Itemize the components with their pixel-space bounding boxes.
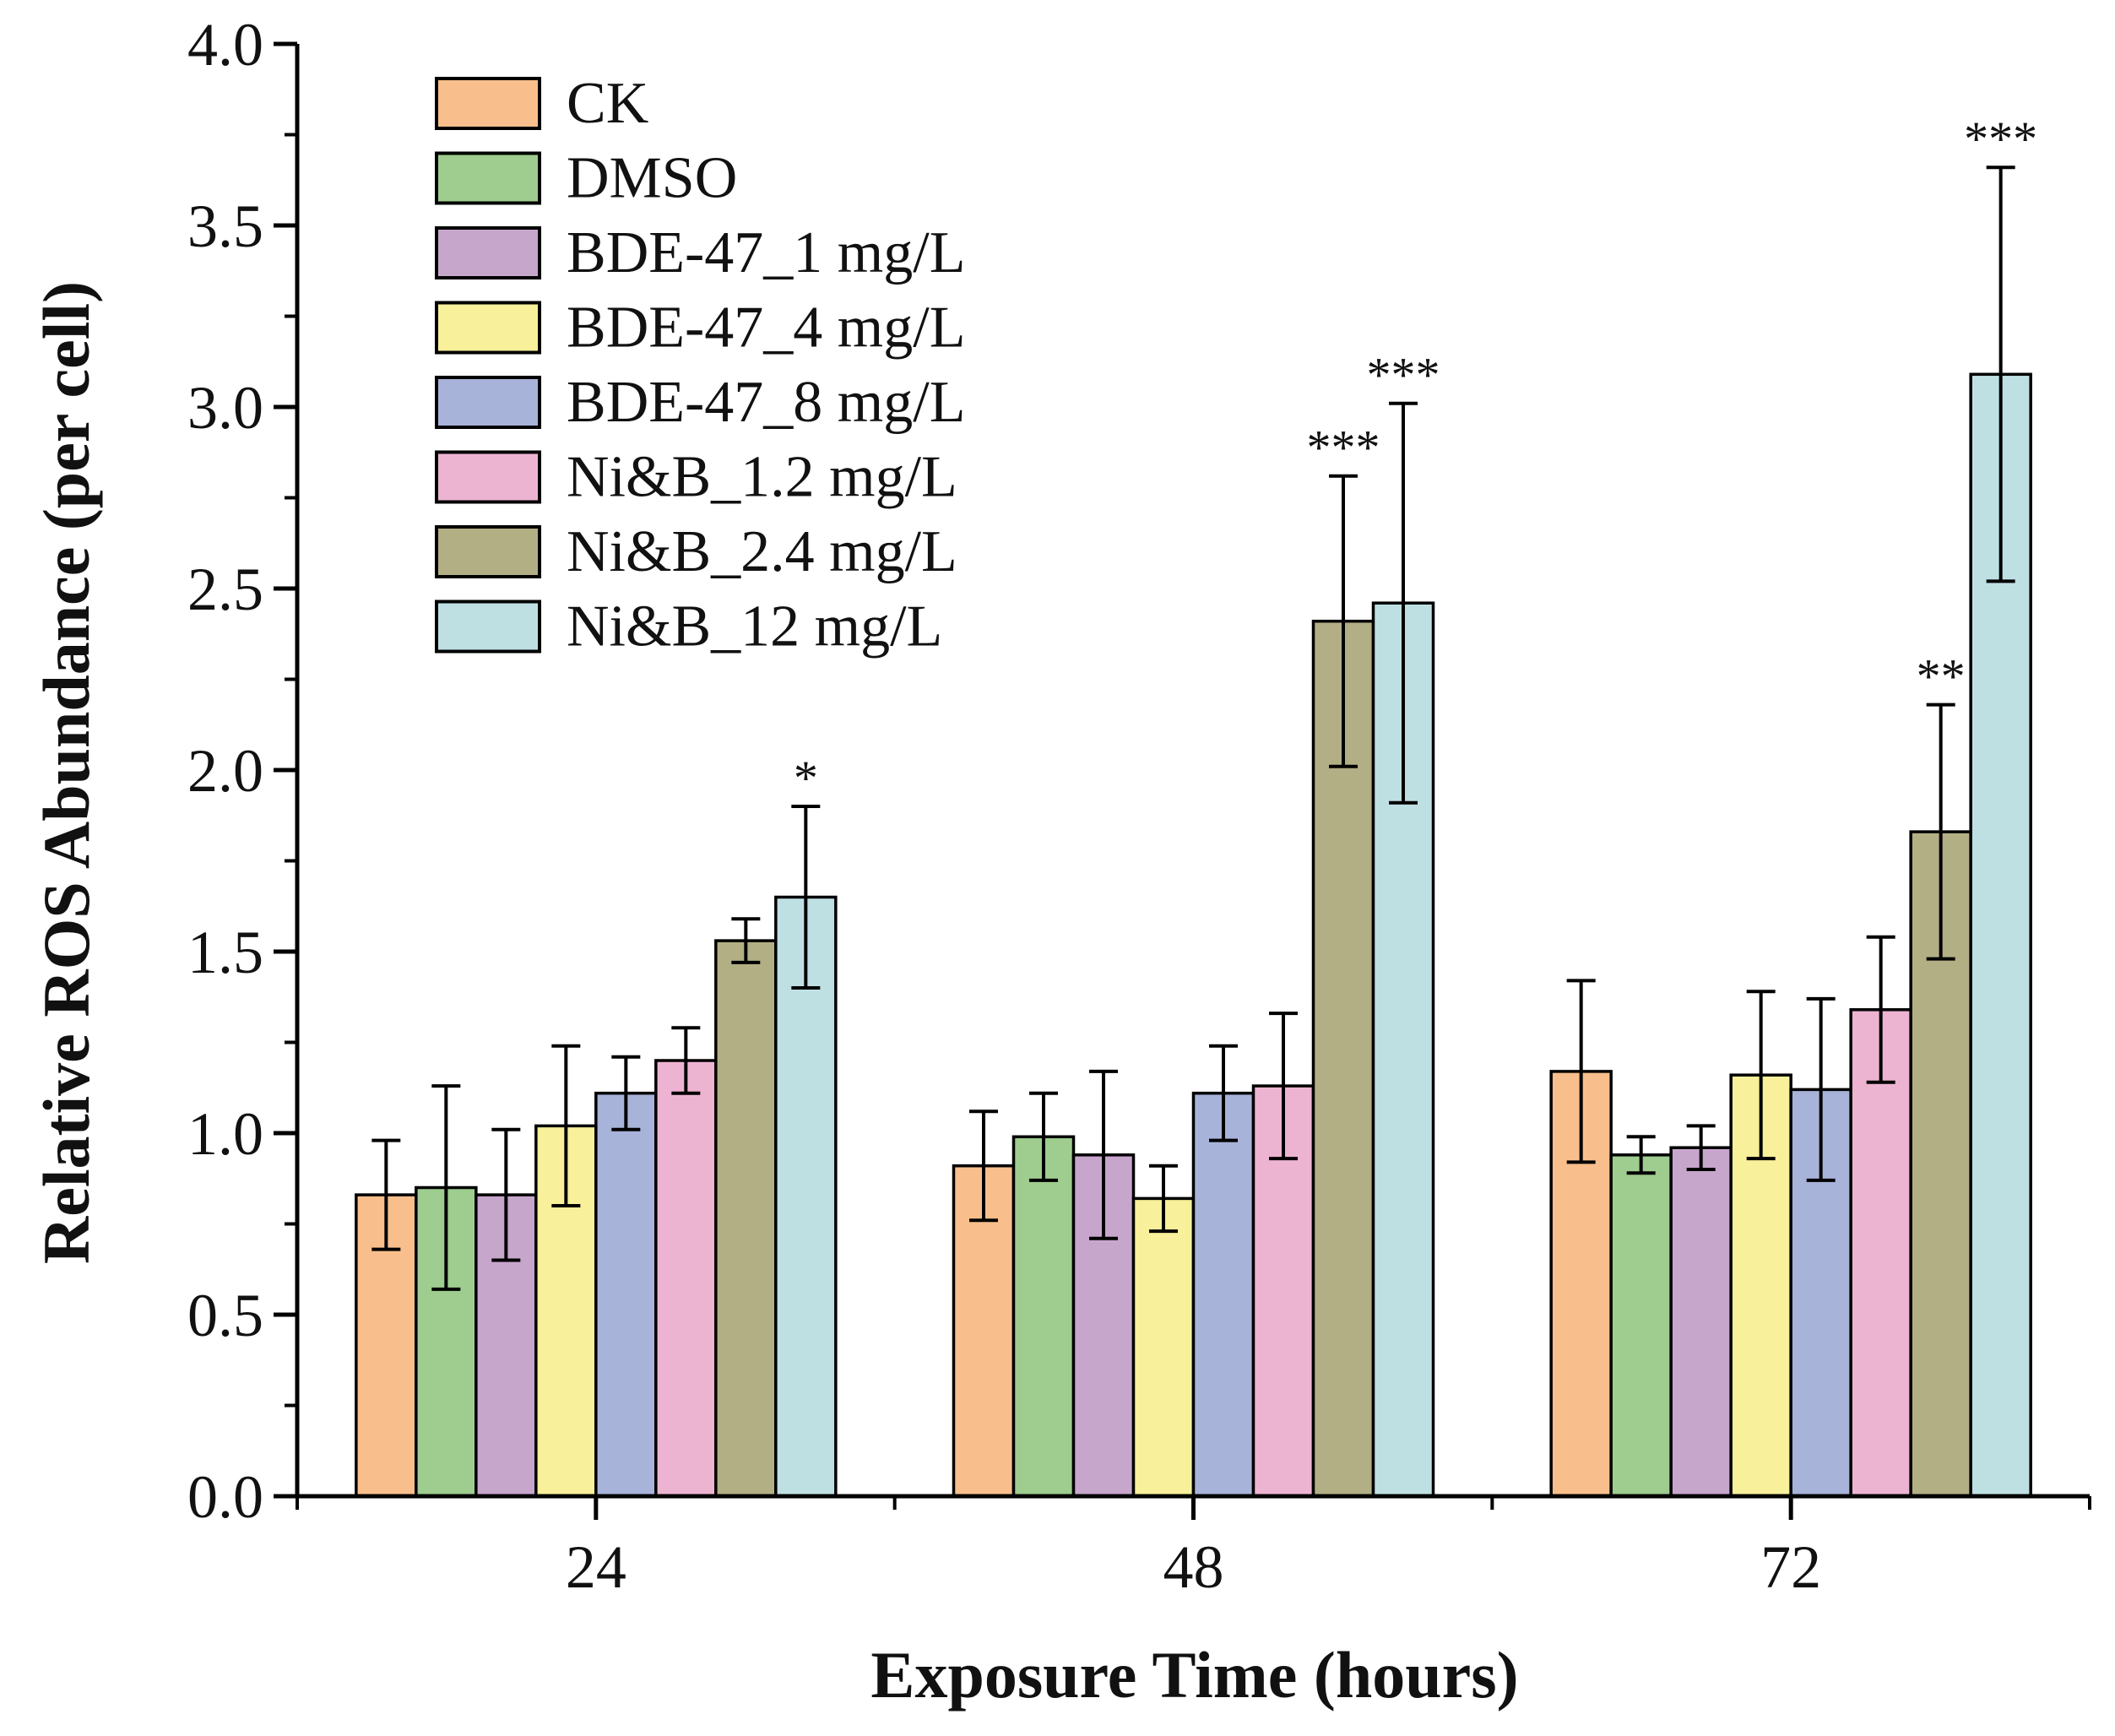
legend-swatch (435, 151, 541, 205)
bar-ni-b-1-2-mg-l-24 (654, 1059, 718, 1498)
bar-bde-47-4-mg-l-48 (1131, 1196, 1196, 1498)
error-bar (1149, 1164, 1178, 1234)
legend-label: Ni&B_2.4 mg/L (567, 519, 957, 584)
legend-label: BDE-47_4 mg/L (567, 296, 965, 361)
legend-item-bde-47-1-mg-l: BDE-47_1 mg/L (435, 220, 965, 285)
error-bar (371, 1138, 401, 1251)
error-bar (551, 1044, 581, 1207)
legend-label: Ni&B_12 mg/L (567, 594, 942, 659)
error-bar (1089, 1069, 1118, 1240)
bar-bde-47-8-mg-l-24 (594, 1091, 658, 1498)
bar-ni-b-1-2-mg-l-72 (1849, 1008, 1912, 1498)
legend-label: DMSO (567, 146, 737, 211)
legend-label: CK (567, 71, 648, 136)
error-bar (1806, 996, 1836, 1182)
error-bar (1686, 1124, 1716, 1171)
error-bar (1209, 1044, 1238, 1142)
significance-label: ** (1917, 649, 1966, 704)
error-bar (1626, 1135, 1656, 1175)
legend-swatch (435, 226, 541, 279)
y-tick-label: 4.0 (187, 11, 263, 79)
bar-dmso-48 (1011, 1135, 1076, 1498)
legend: CK DMSO BDE-47_1 mg/L BDE-47_4 mg/L BDE-47_8… (435, 71, 965, 659)
legend-item-ni-b-1-2-mg-l: Ni&B_1.2 mg/L (435, 445, 957, 510)
y-tick-label: 1.5 (187, 919, 263, 986)
error-bar (611, 1055, 641, 1131)
legend-item-bde-47-8-mg-l: BDE-47_8 mg/L (435, 370, 965, 435)
error-bar (1986, 165, 2015, 583)
y-tick-label: 0.5 (187, 1282, 263, 1349)
significance-label: *** (1307, 420, 1380, 475)
y-tick-label: 2.5 (187, 556, 263, 623)
significance-label: *** (1964, 111, 2037, 166)
y-ticks: 0.0 0.5 1.0 1.5 2.0 2.5 3.0 3.5 4.0 (187, 11, 297, 1531)
x-tick-label: 48 (1163, 1533, 1224, 1601)
x-tick-label: 72 (1760, 1533, 1821, 1601)
bar-ni-b-2-4-mg-l-24 (714, 939, 778, 1498)
legend-label: BDE-47_8 mg/L (567, 370, 965, 435)
bar-bde-47-8-mg-l-48 (1191, 1091, 1255, 1498)
error-bar (431, 1084, 461, 1291)
error-bar (1926, 703, 1955, 961)
x-ticks: 24 48 72 (296, 1496, 2091, 1601)
error-bar (1866, 935, 1895, 1084)
error-bar (1269, 1012, 1298, 1161)
significance-label: *** (1367, 348, 1440, 403)
error-bar (491, 1127, 521, 1262)
legend-swatch (435, 376, 541, 429)
legend-label: Ni&B_1.2 mg/L (567, 445, 957, 510)
error-bar (1746, 990, 1776, 1161)
x-axis-title: Exposure Time (hours) (870, 1638, 1518, 1712)
error-bar (731, 917, 761, 964)
legend-swatch (435, 301, 541, 355)
y-tick-label: 3.5 (187, 193, 263, 260)
significance-label: * (794, 751, 818, 806)
y-tick-label: 3.0 (187, 374, 263, 442)
legend-label: BDE-47_1 mg/L (567, 220, 965, 285)
legend-item-dmso: DMSO (435, 146, 737, 211)
error-bar (1389, 401, 1418, 805)
bar-dmso-72 (1609, 1153, 1673, 1498)
error-bar (1566, 979, 1596, 1164)
y-tick-label: 1.0 (187, 1100, 263, 1168)
y-axis-title: Relative ROS Abundance (per cell) (30, 281, 103, 1264)
error-bar (791, 805, 821, 990)
error-bar (1029, 1091, 1058, 1182)
legend-swatch (435, 525, 541, 578)
legend-swatch (435, 599, 541, 654)
bar-ni-b-12-mg-l-24 (774, 895, 838, 1498)
bar-bde-47-1-mg-l-72 (1669, 1146, 1733, 1498)
y-tick-label: 0.0 (187, 1463, 263, 1531)
y-tick-label: 2.0 (187, 737, 263, 805)
legend-item-ni-b-2-4-mg-l: Ni&B_2.4 mg/L (435, 519, 957, 584)
legend-item-ni-b-12-mg-l: Ni&B_12 mg/L (435, 594, 942, 659)
legend-item-ck: CK (435, 71, 648, 136)
error-bar (969, 1109, 998, 1223)
x-tick-label: 24 (566, 1533, 626, 1601)
error-bar (1329, 474, 1358, 768)
error-bar (671, 1026, 701, 1095)
legend-swatch (435, 450, 541, 504)
legend-swatch (435, 77, 541, 130)
legend-item-bde-47-4-mg-l: BDE-47_4 mg/L (435, 296, 965, 361)
